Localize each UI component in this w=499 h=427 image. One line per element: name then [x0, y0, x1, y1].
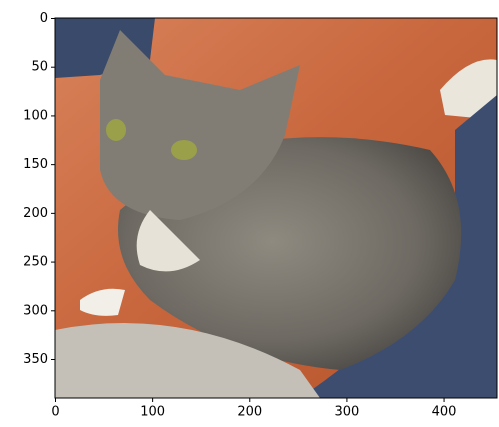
cat-paw: [80, 288, 125, 316]
y-tick-label: 50: [31, 60, 48, 75]
x-tick-label: 0: [51, 405, 59, 420]
x-tick-label: 400: [432, 405, 457, 420]
leg: [55, 323, 320, 398]
axes-frame: [54, 17, 498, 399]
y-tick-label: 200: [23, 206, 48, 221]
shoe: [440, 59, 497, 120]
cat-head: [100, 30, 300, 220]
cat-eye: [171, 140, 197, 160]
x-tick-label: 300: [335, 405, 360, 420]
y-tick-label: 0: [40, 11, 48, 26]
jeans: [300, 95, 497, 398]
x-tick-label: 100: [140, 405, 165, 420]
cat-chest: [136, 210, 200, 272]
y-tick-label: 150: [23, 157, 48, 172]
photo: [55, 18, 497, 398]
cat-eye: [106, 119, 126, 141]
y-tick-label: 250: [23, 255, 48, 270]
y-tick-label: 100: [23, 108, 48, 123]
x-tick-label: 200: [237, 405, 262, 420]
y-tick-label: 350: [23, 352, 48, 367]
y-tick-label: 300: [23, 303, 48, 318]
